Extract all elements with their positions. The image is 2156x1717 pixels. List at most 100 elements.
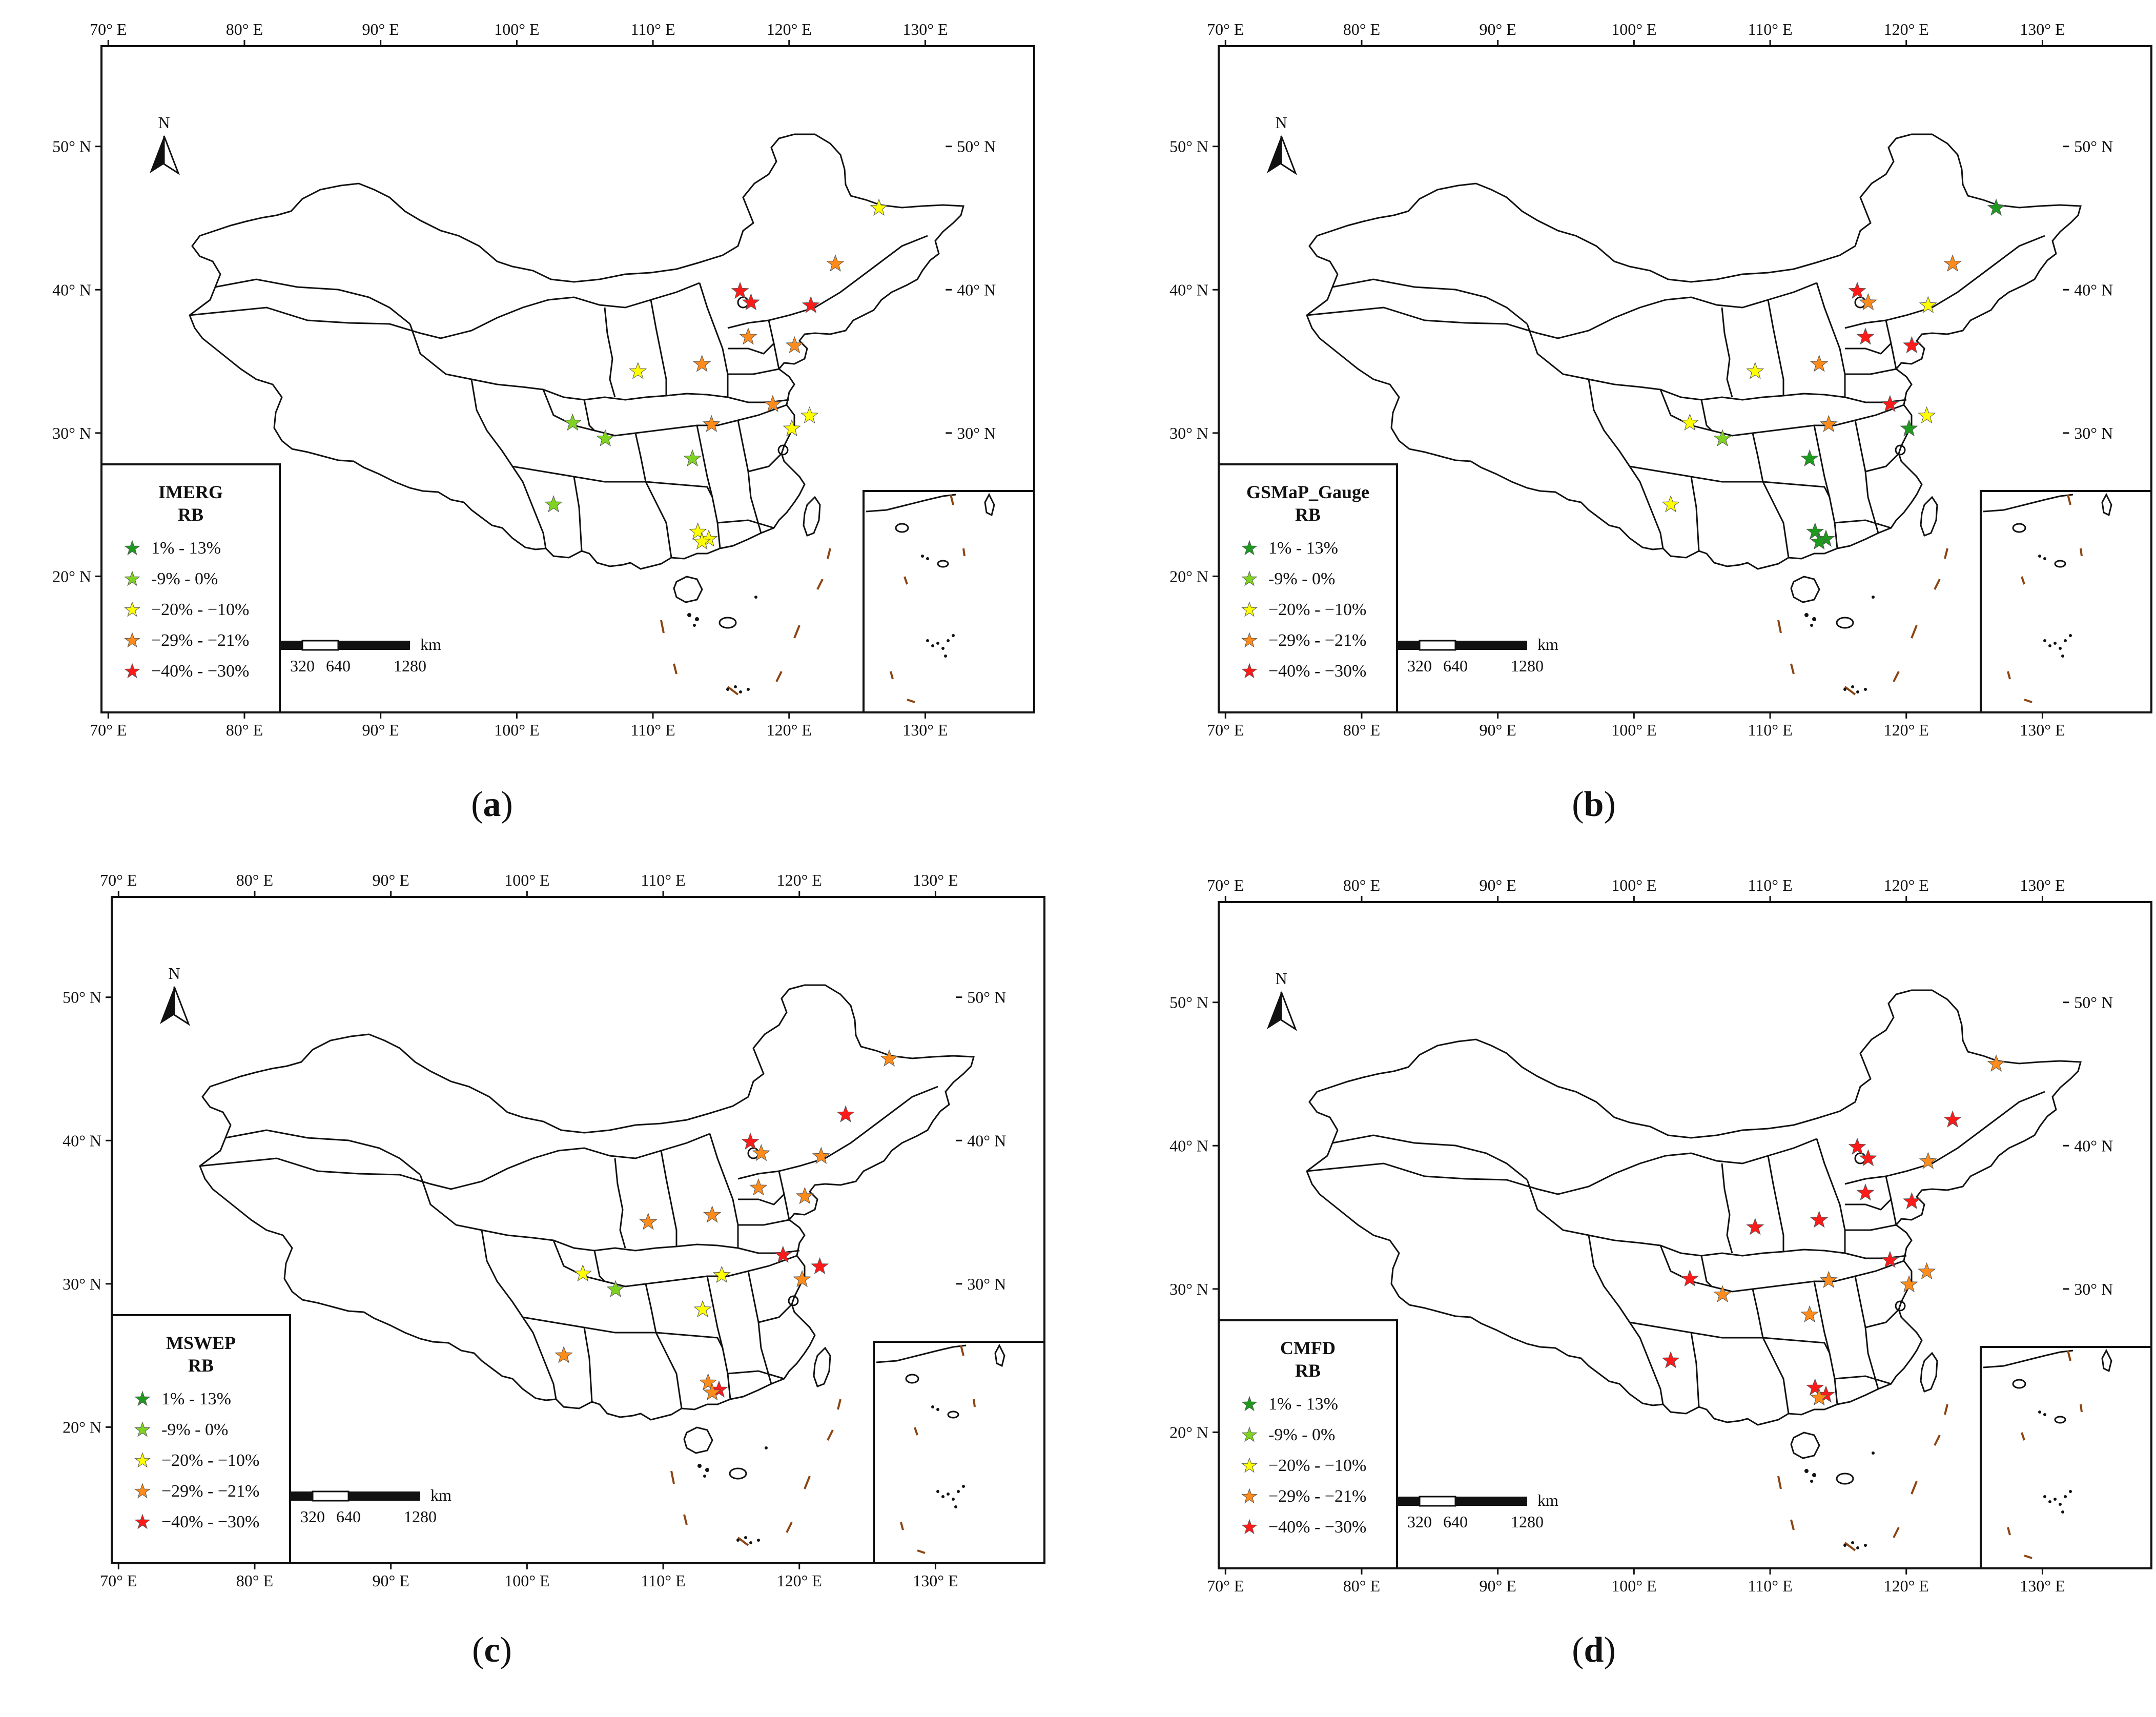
map-frame [111, 896, 1045, 1564]
station-star [712, 1265, 731, 1283]
station-star [1900, 419, 1918, 437]
station-star [749, 1178, 768, 1196]
station-star [544, 495, 563, 513]
lon-tick-label: 110° E [1748, 721, 1792, 739]
lat-tick-label: 20° N [63, 1418, 101, 1436]
legend: GSMaP_Gauge RB 1% - 13% -9% - 0% −20% - −1… [1218, 463, 1398, 713]
scale-unit: km [1537, 1491, 1558, 1509]
inset-map [1980, 1346, 2152, 1569]
station-star [1881, 1251, 1899, 1268]
legend-label: −40% - −30% [1268, 662, 1366, 681]
legend-star [1241, 1457, 1258, 1473]
lat-tick-label-right: 40° N [2074, 1136, 2113, 1155]
legend-star [134, 1391, 151, 1406]
lat-tick-label: 40° N [63, 1131, 101, 1150]
lon-tick-label: 90° E [1479, 20, 1516, 38]
scale-bar: km 0 320 640 1280 [1380, 1491, 1558, 1531]
station-star [699, 1373, 717, 1391]
legend-star [1241, 632, 1258, 648]
lon-ticks-top: 70° E 80° E 90° E 100° E 110° E 120° E 130° E [1207, 876, 2065, 902]
station-star [702, 415, 721, 432]
china-boundary [189, 133, 964, 603]
lat-tick-label-right: 50° N [957, 137, 996, 156]
lon-tick-label: 120° E [777, 1571, 822, 1590]
station-star [1859, 1149, 1877, 1167]
south-china-sea-islands [660, 548, 831, 696]
panel-caption: (a) [471, 785, 513, 824]
station-star [1848, 1137, 1866, 1155]
station-star [793, 1270, 811, 1287]
legend-label: 1% - 13% [161, 1389, 231, 1408]
lon-tick-label: 90° E [362, 721, 399, 739]
legend-star [134, 1421, 151, 1437]
legend-label: -9% - 0% [161, 1420, 228, 1439]
scale-bar: km 0 320 640 1280 [1380, 635, 1558, 675]
lon-ticks-bottom: 70° E 80° E 90° E 100° E 110° E 120° E 130° E [100, 1563, 958, 1590]
lat-tick-label: 50° N [1169, 137, 1208, 156]
station-star [1918, 406, 1936, 424]
station-star [1680, 413, 1699, 431]
lat-ticks-left: 50° N 40° N 30° N 20° N [63, 988, 112, 1436]
station-star [1987, 1054, 2005, 1072]
station-star [683, 449, 702, 467]
lon-tick-label: 130° E [913, 871, 958, 889]
station-star [826, 254, 845, 272]
station-star [1746, 362, 1764, 379]
scale-label-1280: 1280 [404, 1507, 437, 1526]
lon-tick-label: 70° E [100, 871, 137, 889]
legend-title: GSMaP_Gauge [1246, 482, 1369, 502]
scale-unit: km [420, 635, 441, 653]
lat-tick-label: 50° N [52, 137, 91, 156]
china-boundary [199, 984, 975, 1454]
lon-tick-label: 80° E [1343, 1577, 1380, 1595]
map-frame [100, 45, 1035, 713]
map-svg: 70° E 80° E 90° E 100° E 110° E 120° E 130° E … [1169, 20, 2152, 739]
map-panel-c: 70° E 80° E 90° E 100° E 110° E 120° E 130° E … [63, 871, 1097, 1712]
lat-tick-label: 30° N [1169, 1280, 1208, 1298]
lat-tick-label: 20° N [52, 567, 91, 585]
china-boundary [1306, 989, 2082, 1459]
legend-label: −29% - −21% [1268, 631, 1366, 650]
lat-tick-label-right: 30° N [957, 424, 996, 442]
station-star [693, 532, 711, 550]
lat-tick-label: 30° N [63, 1275, 101, 1293]
scale-label-640: 640 [336, 1507, 361, 1526]
station-star [1806, 522, 1824, 540]
lon-tick-label: 70° E [1207, 20, 1244, 38]
station-markers [1661, 1054, 2005, 1406]
lat-tick-label-right: 30° N [2074, 1280, 2113, 1298]
lon-tick-label: 70° E [90, 721, 127, 739]
lon-tick-label: 120° E [1884, 721, 1929, 739]
station-star [1800, 1305, 1819, 1323]
lon-tick-label: 130° E [2020, 876, 2065, 894]
station-star [1902, 336, 1921, 354]
scale-label-320: 320 [1407, 657, 1432, 675]
station-star [836, 1105, 855, 1122]
legend-title: CMFD [1280, 1338, 1336, 1358]
legend-star [1241, 540, 1258, 556]
inset-map [863, 490, 1035, 713]
station-star [1713, 429, 1732, 446]
legend-star [124, 601, 140, 617]
lon-ticks-bottom: 70° E 80° E 90° E 100° E 110° E 120° E 130° E [90, 712, 948, 739]
lon-tick-label: 120° E [767, 721, 812, 739]
map-svg: 70° E 80° E 90° E 100° E 110° E 120° E 130° E … [52, 20, 1035, 739]
lat-tick-label: 30° N [1169, 424, 1208, 442]
north-label: N [1275, 113, 1287, 132]
legend-label: 1% - 13% [1268, 1395, 1338, 1414]
station-star [1881, 395, 1899, 412]
lon-tick-label: 110° E [641, 1571, 685, 1590]
lon-ticks-bottom: 70° E 80° E 90° E 100° E 110° E 120° E 130° E [1207, 712, 2065, 739]
lon-tick-label: 80° E [226, 20, 263, 38]
legend: MSWEP RB 1% - 13% -9% - 0% −20% - −10% −29%… [111, 1314, 291, 1564]
south-china-sea-islands [1777, 1404, 1948, 1551]
station-star [774, 1245, 792, 1263]
scale-label-1280: 1280 [1511, 657, 1544, 675]
lat-ticks-left: 50° N 40° N 30° N 20° N [52, 137, 101, 585]
legend-title: MSWEP [166, 1333, 236, 1353]
lon-tick-label: 100° E [1611, 721, 1656, 739]
lon-tick-label: 110° E [641, 871, 685, 889]
lon-tick-label: 120° E [777, 871, 822, 889]
china-boundary [1306, 133, 2082, 603]
legend-subtitle: RB [178, 504, 203, 525]
